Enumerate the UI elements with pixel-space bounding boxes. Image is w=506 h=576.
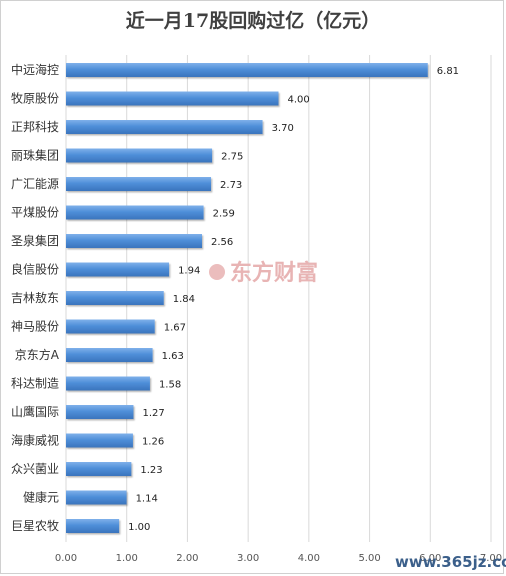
bar [66, 91, 279, 106]
category-label: 神马股份 [11, 320, 59, 334]
value-labels: 6.81 4.00 3.70 2.75 2.73 2.59 2.56 1.94 1.84 1.67… [128, 66, 459, 533]
bar [66, 319, 155, 334]
bar [66, 376, 150, 391]
site-watermark: www.365jz.com [395, 553, 506, 571]
category-label: 良信股份 [11, 262, 59, 277]
value-label: 1.23 [140, 465, 162, 476]
bar [66, 490, 127, 505]
value-label: 2.56 [211, 237, 233, 248]
bar [66, 291, 164, 305]
value-label: 2.75 [221, 152, 243, 163]
category-label: 广汇能源 [11, 177, 59, 191]
x-tick-label: 4.00 [298, 553, 320, 564]
category-label: 众兴菌业 [11, 462, 59, 476]
watermark-text: 东方财富 [230, 260, 318, 286]
x-tick-label: 7.00 [480, 553, 502, 564]
category-labels: 中远海控牧原股份正邦科技丽珠集团广汇能源平煤股份圣泉集团良信股份吉林敖东神马股份… [11, 62, 60, 533]
category-label: 牧原股份 [11, 92, 59, 106]
category-label: 中远海控 [11, 62, 59, 77]
bar [66, 205, 204, 220]
bar [66, 262, 170, 277]
category-label: 吉林敖东 [11, 290, 59, 305]
value-label: 1.94 [178, 266, 200, 277]
x-tick-label: 2.00 [176, 553, 198, 564]
bar [66, 234, 202, 248]
category-label: 丽珠集团 [11, 148, 59, 163]
watermark-logo-icon [209, 264, 225, 280]
value-label: 1.14 [136, 494, 158, 505]
category-label: 科达制造 [11, 377, 59, 391]
category-label: 京东方A [15, 347, 60, 362]
category-label: 平煤股份 [11, 206, 59, 220]
value-label: 1.27 [142, 408, 164, 419]
bar [66, 462, 132, 476]
bar [66, 405, 134, 419]
value-label: 3.70 [272, 123, 294, 134]
value-label: 1.00 [128, 522, 150, 533]
x-tick-label: 5.00 [358, 553, 380, 564]
bar [66, 348, 153, 362]
value-label: 1.67 [164, 323, 186, 334]
category-label: 巨星农牧 [11, 519, 59, 533]
category-label: 山鹰国际 [11, 404, 59, 419]
bar [66, 63, 428, 77]
category-label: 正邦科技 [11, 120, 59, 134]
value-label: 1.84 [173, 294, 195, 305]
bar [66, 433, 133, 448]
category-label: 圣泉集团 [11, 233, 59, 248]
value-label: 6.81 [437, 66, 459, 77]
x-tick-label: 0.00 [55, 553, 77, 564]
value-label: 1.26 [142, 437, 164, 448]
value-label: 4.00 [288, 95, 310, 106]
bars [66, 63, 428, 533]
watermark: 东方财富 [209, 260, 318, 286]
x-tick-label: 6.00 [419, 553, 441, 564]
category-label: 健康元 [23, 490, 59, 505]
bar [66, 120, 263, 134]
value-label: 1.63 [162, 351, 184, 362]
bar [66, 519, 120, 533]
bar [66, 148, 213, 163]
value-label: 2.73 [220, 180, 242, 191]
x-tick-label: 1.00 [116, 553, 138, 564]
x-axis-ticks: 0.00 1.00 2.00 3.00 4.00 5.00 6.00 7.00 [55, 553, 502, 564]
x-tick-label: 3.00 [237, 553, 259, 564]
value-label: 2.59 [213, 209, 235, 220]
category-label: 海康威视 [11, 433, 59, 448]
bar [66, 177, 212, 191]
chart-title: 近一月17股回购过亿（亿元） [125, 10, 381, 32]
value-label: 1.58 [159, 380, 181, 391]
